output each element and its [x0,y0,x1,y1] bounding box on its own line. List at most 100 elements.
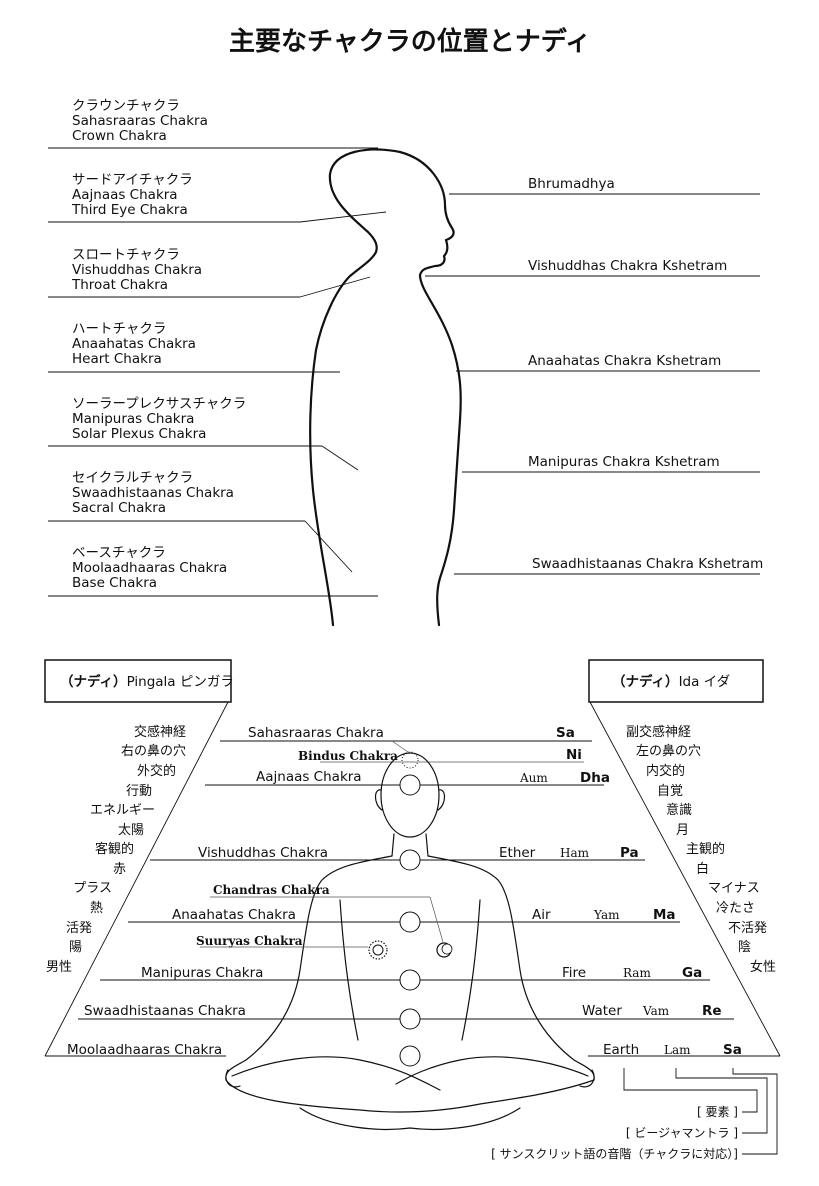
level-swaadhistaanas: Swaadhistaanas Chakra [84,1003,246,1019]
svg-text:主観的: 主観的 [686,841,725,857]
vishuddhas-kshetram-label: Vishuddhas Chakra Kshetram [528,258,727,274]
bhrumadhya-label: Bhrumadhya [528,176,615,192]
pingala-traits: 交感神経 右の鼻の穴 外交的 行動 エネルギー 太陽 客観的 赤 プラス 熱 活… [46,724,186,975]
chakra-callouts [200,740,444,948]
svg-text:活発: 活発 [66,921,92,936]
svg-text:客観的: 客観的 [95,841,134,857]
bija-vam: Vam [642,1004,670,1018]
svg-text:陽: 陽 [69,940,82,955]
throat-chakra-label: スロートチャクラ Vishuddhas Chakra Throat Chakra [71,247,202,293]
svg-text:マイナス: マイナス [708,881,760,896]
swaadhistaanas-chakra-circle [399,1008,421,1030]
svg-text:Heart Chakra: Heart Chakra [72,351,162,367]
svg-text:内交的: 内交的 [646,763,685,779]
svg-text:セイクラルチャクラ: セイクラルチャクラ [72,470,193,486]
swaadhistaanas-kshetram-label: Swaadhistaanas Chakra Kshetram [532,556,763,572]
svg-text:陰: 陰 [738,940,751,955]
svg-text:プラス: プラス [73,881,112,896]
level-names: Sahasraaras Chakra Bindus Chakra Aajnaas… [67,725,398,1058]
level-aajnaas: Aajnaas Chakra [256,769,362,785]
note-sa-bottom: Sa [723,1042,742,1058]
level-attributes: Sa Ni Aum Dha Ether Ham Pa Air Yam Ma Fi… [499,725,742,1058]
legend-element: [ 要素 ] [697,1105,738,1119]
crown-chakra-label: クラウンチャクラ Sahasraaras Chakra Crown Chakra [72,98,208,144]
svg-text:エネルギー: エネルギー [90,803,155,818]
page-title: 主要なチャクラの位置とナディ [229,26,591,57]
element-air: Air [532,907,551,923]
manipuras-kshetram-label: Manipuras Chakra Kshetram [528,454,720,470]
svg-text:Vishuddhas Chakra: Vishuddhas Chakra [72,262,202,278]
svg-text:Throat Chakra: Throat Chakra [71,277,168,293]
svg-text:冷たさ: 冷たさ [716,901,755,916]
svg-text:太陽: 太陽 [118,823,144,838]
legend: [ 要素 ] [ ビージャマントラ ] [ サンスクリット語の音階（チャクラに対… [491,1105,738,1161]
svg-text:右の鼻の穴: 右の鼻の穴 [121,743,186,759]
top-left-leaders [48,147,387,597]
svg-text:左の鼻の穴: 左の鼻の穴 [636,743,701,759]
level-vishuddhas: Vishuddhas Chakra [198,845,328,861]
svg-text:Solar Plexus Chakra: Solar Plexus Chakra [72,426,206,442]
nadi-trapezoid [44,701,781,1057]
note-sa-top: Sa [556,725,575,741]
svg-text:不活発: 不活発 [728,921,767,936]
third-eye-chakra-label: サードアイチャクラ Aajnaas Chakra Third Eye Chakr… [71,172,193,218]
chakra-circles [368,751,453,1067]
svg-text:クラウンチャクラ: クラウンチャクラ [72,98,180,114]
svg-text:Anaahatas Chakra: Anaahatas Chakra [72,336,196,352]
anaahatas-chakra-circle [399,911,421,933]
svg-text:スロートチャクラ: スロートチャクラ [72,247,180,263]
svg-text:交感神経: 交感神経 [134,724,186,740]
ida-nadi-box: （ナディ）Ida イダ [588,659,764,703]
sun-icon [368,940,388,960]
svg-text:Swaadhistaanas Chakra: Swaadhistaanas Chakra [72,485,234,501]
note-ni: Ni [566,747,582,763]
meditating-figure [225,752,595,1130]
svg-text:（ナディ）Pingala ピンガラ: （ナディ）Pingala ピンガラ [60,673,234,690]
level-sahasraaras: Sahasraaras Chakra [248,725,384,741]
svg-text:Crown Chakra: Crown Chakra [72,128,167,144]
svg-text:Aajnaas Chakra: Aajnaas Chakra [72,187,178,203]
svg-text:Moolaadhaaras Chakra: Moolaadhaaras Chakra [72,560,227,576]
note-pa: Pa [620,845,639,861]
svg-text:Manipuras Chakra: Manipuras Chakra [72,411,194,427]
sacral-chakra-label: セイクラルチャクラ Swaadhistaanas Chakra Sacral C… [72,470,234,516]
legend-musical-scale: [ サンスクリット語の音階（チャクラに対応）] [491,1146,738,1161]
svg-text:サードアイチャクラ: サードアイチャクラ [72,172,193,188]
level-moolaadhaaras: Moolaadhaaras Chakra [67,1042,222,1058]
legend-bija-mantra: [ ビージャマントラ ] [626,1126,738,1140]
body-profile-silhouette [309,148,462,627]
bija-yam: Yam [593,908,620,922]
note-dha: Dha [580,770,610,786]
element-ether: Ether [499,845,536,861]
svg-text:白: 白 [696,861,709,877]
note-ma: Ma [653,907,676,923]
moolaadhaaras-chakra-circle [399,1045,421,1067]
svg-text:行動: 行動 [126,784,152,799]
svg-text:ハートチャクラ: ハートチャクラ [72,321,166,337]
kshetram-labels: Bhrumadhya Vishuddhas Chakra Kshetram An… [528,176,763,572]
manipuras-chakra-circle [399,969,421,991]
element-earth: Earth [603,1042,639,1058]
moon-icon [436,942,453,958]
solar-plexus-chakra-label: ソーラープレクサスチャクラ Manipuras Chakra Solar Ple… [72,396,246,442]
svg-text:Base Chakra: Base Chakra [72,575,157,591]
level-chandras: Chandras Chakra [213,883,330,897]
bija-aum: Aum [519,771,548,785]
level-manipuras: Manipuras Chakra [141,965,263,981]
svg-text:自覚: 自覚 [657,784,683,799]
bija-ham: Ham [560,846,590,860]
ida-traits: 副交感神経 左の鼻の穴 内交的 自覚 意識 月 主観的 白 マイナス 冷たさ 不… [626,724,776,975]
element-fire: Fire [562,965,586,981]
legend-connectors [623,1068,778,1155]
note-ga: Ga [682,965,702,981]
svg-text:Sahasraaras Chakra: Sahasraaras Chakra [72,113,208,129]
note-re: Re [702,1003,722,1019]
svg-text:意識: 意識 [666,802,692,818]
level-bindus: Bindus Chakra [298,749,398,763]
svg-text:ソーラープレクサスチャクラ: ソーラープレクサスチャクラ [72,396,246,412]
element-water: Water [582,1003,622,1019]
svg-text:（ナディ）Ida イダ: （ナディ）Ida イダ [612,673,730,690]
base-chakra-label: ベースチャクラ Moolaadhaaras Chakra Base Chakra [72,545,227,591]
svg-text:副交感神経: 副交感神経 [626,724,691,740]
svg-text:外交的: 外交的 [137,763,176,779]
